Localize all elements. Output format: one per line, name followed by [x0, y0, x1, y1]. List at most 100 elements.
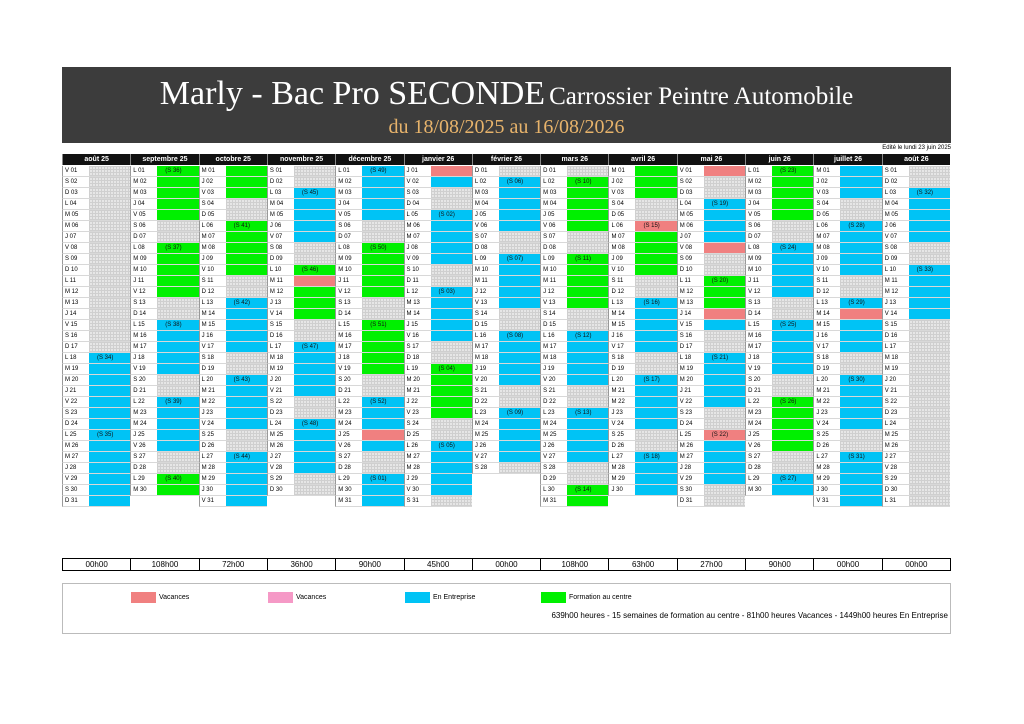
formation-fill [157, 485, 199, 495]
day-label: M 11 [884, 278, 898, 284]
day-label: J 08 [406, 245, 418, 251]
day-cell: L 29 (S 27) [745, 474, 814, 485]
day-cell: M 22 [813, 397, 882, 408]
day-label: M 25 [884, 432, 899, 438]
day-cell: J 30 [198, 485, 267, 496]
entreprise-fill [430, 287, 472, 297]
day-label: M 13 [679, 300, 694, 306]
day-cell: M 16 [335, 331, 404, 342]
day-cell: M 15 [813, 320, 882, 331]
day-cell: J 09 [813, 254, 882, 265]
empty-fill [567, 397, 609, 407]
empty-fill [567, 166, 609, 176]
day-label: J 02 [816, 179, 828, 185]
day-label: D 26 [816, 443, 830, 449]
day-label: M 18 [884, 355, 899, 361]
day-cell: S 11 [813, 276, 882, 287]
day-label: L 11 [679, 278, 691, 284]
entreprise-fill [498, 375, 541, 385]
day-label: L 01 [133, 168, 145, 174]
entreprise-fill [362, 177, 404, 187]
day-label: J 09 [611, 256, 623, 262]
entreprise-fill [908, 232, 950, 242]
empty-fill [430, 353, 472, 363]
day-label: J 23 [816, 410, 828, 416]
day-label: D 18 [406, 355, 420, 361]
day-cell: V 15 [676, 320, 746, 331]
week-number: (S 39) [165, 399, 182, 405]
day-cell: D 12 [813, 287, 882, 298]
entreprise-fill [703, 364, 746, 374]
day-label: M 07 [201, 234, 215, 240]
empty-fill [89, 276, 131, 286]
title-sub: Carrossier Peintre Automobile [549, 83, 854, 110]
entreprise-fill [908, 287, 950, 297]
day-label: S 09 [65, 256, 78, 262]
day-cell: S 04 [608, 199, 677, 210]
entreprise-fill [772, 485, 814, 495]
day-cell: L 01 (S 49) [335, 166, 404, 177]
entreprise-fill [498, 353, 541, 363]
date-range: du 18/08/2025 au 16/08/2026 [388, 116, 625, 138]
day-cell: J 09 [198, 254, 267, 265]
day-label: S 23 [65, 410, 78, 416]
day-label: M 21 [611, 388, 625, 394]
day-cell: V 01 [62, 166, 131, 177]
entreprise-fill [635, 452, 677, 462]
day-cell: D 10 [676, 265, 746, 276]
entreprise-fill [498, 276, 541, 286]
day-cell: J 19 [540, 364, 609, 375]
day-label: D 16 [269, 333, 283, 339]
day-cell: S 24 [403, 419, 472, 430]
day-cell: M 24 [745, 419, 814, 430]
day-cell: S 06 [335, 221, 404, 232]
day-cell: M 25 [266, 430, 336, 441]
day-label: M 24 [748, 421, 762, 427]
entreprise-fill [840, 166, 882, 176]
day-label: J 19 [474, 366, 487, 372]
day-cell: D 15 [471, 320, 541, 331]
day-label: M 05 [884, 212, 899, 218]
entreprise-fill [498, 265, 541, 275]
day-cell: S 14 [540, 309, 609, 320]
formation-fill [772, 166, 814, 176]
day-cell: M 22 [608, 397, 677, 408]
day-cell: S 15 [881, 320, 950, 331]
entreprise-fill [225, 386, 267, 396]
day-label: J 04 [338, 201, 350, 207]
day-label: M 10 [133, 267, 147, 273]
entreprise-fill [703, 353, 746, 363]
day-label: M 20 [679, 377, 694, 383]
day-label: S 30 [679, 487, 693, 493]
day-label: M 28 [201, 465, 215, 471]
day-label: M 09 [748, 256, 762, 262]
day-label: M 16 [133, 333, 147, 339]
week-number: (S 20) [711, 278, 729, 284]
month-column: mars 26 D 01 L 02 (S 10) M 03 M 04 J 05 V 06 S 0… [540, 154, 609, 548]
day-label: V 10 [201, 267, 214, 273]
empty-fill [635, 441, 677, 451]
formation-fill [567, 254, 609, 264]
day-label: M 13 [406, 300, 420, 306]
day-cell: S 08 [266, 243, 336, 254]
day-label: V 13 [474, 300, 488, 306]
day-label: S 04 [201, 201, 214, 207]
week-number: (S 44) [233, 454, 250, 460]
empty-fill [293, 177, 336, 187]
month-column: mai 26 V 01 S 02 D 03 L 04 (S 19) M 05 M 06 J 07… [676, 154, 746, 548]
day-cell: M 17 [335, 342, 404, 353]
formation-fill [567, 287, 609, 297]
empty-fill [89, 232, 131, 242]
entreprise-fill [430, 221, 472, 231]
legend-swatch-entreprise [405, 592, 430, 603]
empty-fill [293, 331, 336, 341]
empty-fill [908, 386, 950, 396]
entreprise-fill [840, 331, 882, 341]
formation-fill [703, 287, 746, 297]
day-label: V 12 [338, 289, 351, 295]
day-label: J 05 [543, 212, 555, 218]
day-label: V 26 [133, 443, 146, 449]
entreprise-fill [225, 419, 267, 429]
day-cell: J 14 [62, 309, 131, 320]
day-cell: M 17 [540, 342, 609, 353]
